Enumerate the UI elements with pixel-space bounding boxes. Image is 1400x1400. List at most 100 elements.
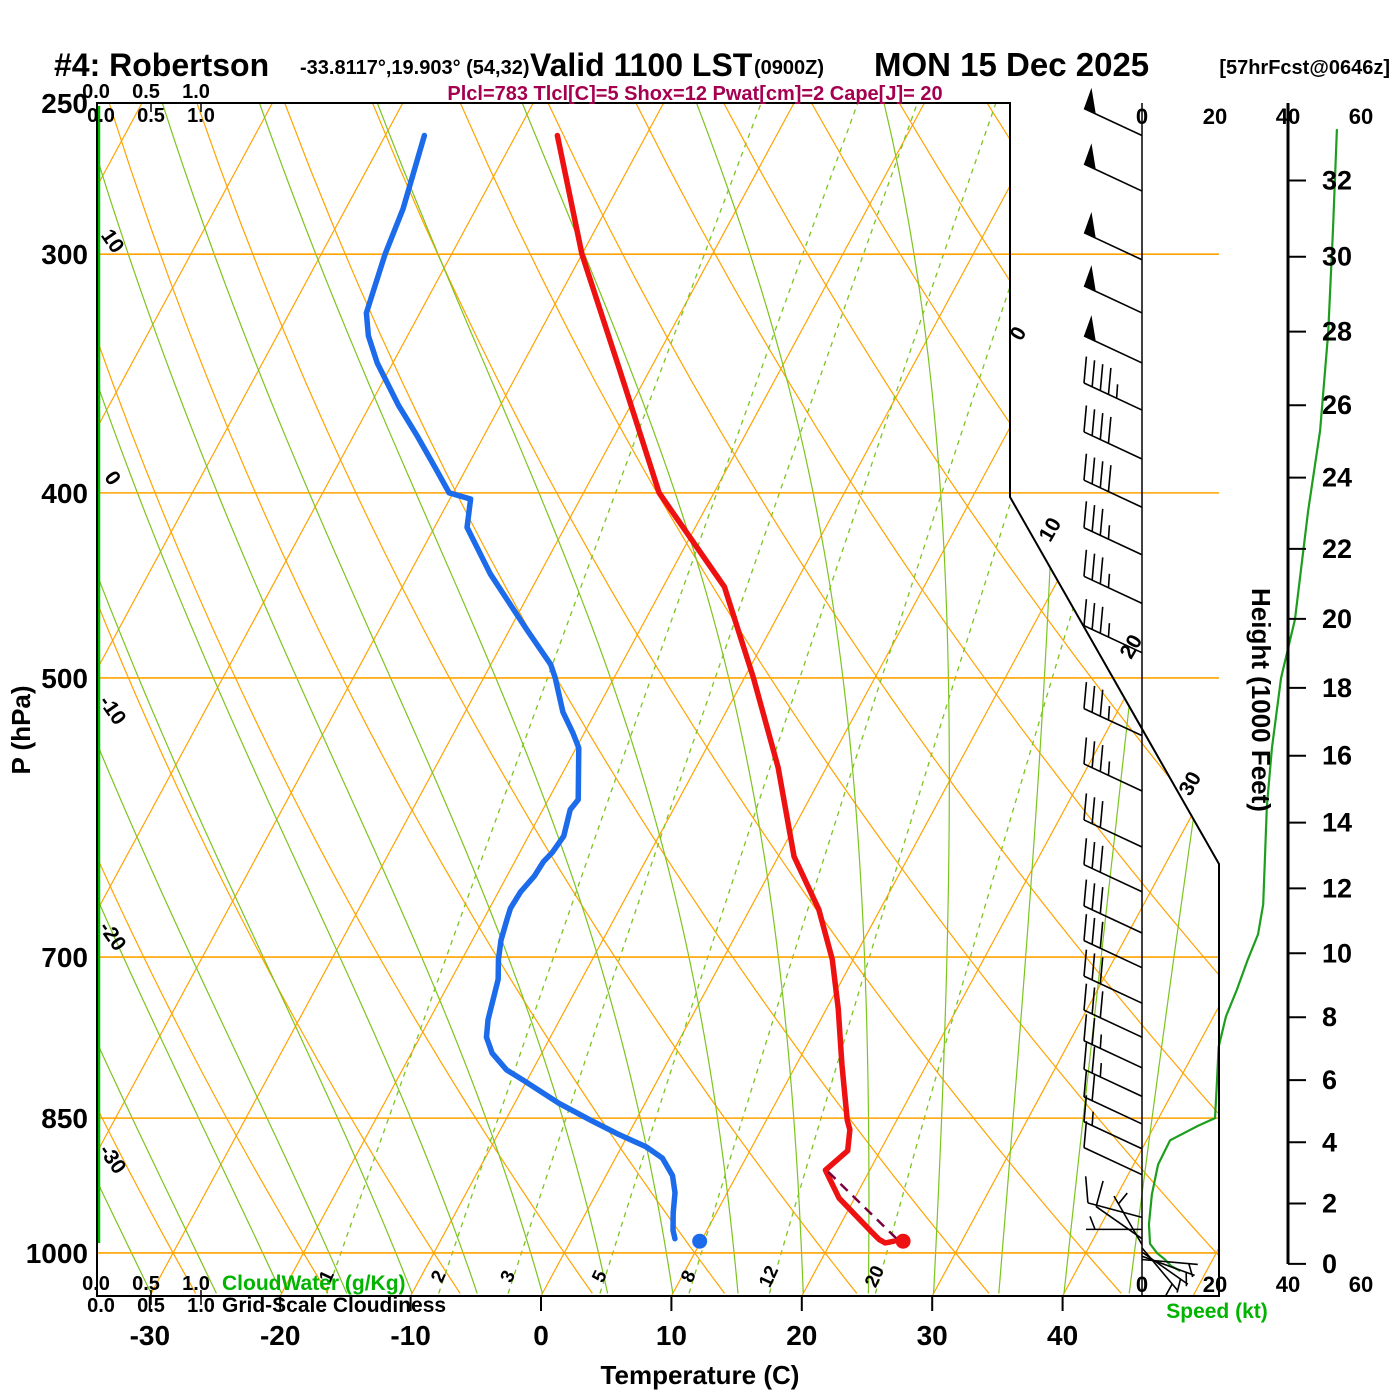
pressure-tick-label: 500 xyxy=(41,663,88,694)
barb-feather xyxy=(1099,887,1104,914)
barb-feather xyxy=(1083,453,1088,481)
moist-adiabat-line xyxy=(97,103,348,1294)
barb-staff xyxy=(1083,107,1143,137)
mixing-ratio-line xyxy=(599,103,997,1294)
cloud-scale-tick-label: 0.0 xyxy=(82,1273,110,1295)
barb-feather xyxy=(1083,1070,1088,1097)
barb-feather xyxy=(1099,991,1104,1018)
wind-barb xyxy=(1083,1042,1143,1098)
plot-border xyxy=(96,102,1220,1297)
barb-pennant xyxy=(1083,211,1096,239)
barb-feather xyxy=(1099,957,1104,984)
barb-feather xyxy=(1083,1095,1088,1122)
wind-barb-column xyxy=(1083,87,1198,1297)
height-axis-label: Height (1000 Feet) xyxy=(1246,588,1276,812)
station-title: #4: Robertson xyxy=(54,47,269,83)
mixing-ratio-label: 12 xyxy=(755,1263,783,1291)
barb-half-feather xyxy=(1115,384,1119,399)
height-tick-label: 4 xyxy=(1322,1127,1337,1157)
height-tick-label: 24 xyxy=(1322,463,1352,493)
barb-half-feather xyxy=(1099,1062,1103,1077)
barb-feather xyxy=(1083,356,1088,384)
wind-barb xyxy=(1095,1180,1143,1240)
valid-date: MON 15 Dec 2025 xyxy=(874,46,1149,83)
adiabat-value-label: 0 xyxy=(100,467,126,490)
barb-staff xyxy=(1083,285,1143,314)
cloud-scale-tick-label: 1.0 xyxy=(187,1295,215,1317)
barb-feather xyxy=(1091,409,1096,436)
barb-half-feather xyxy=(1107,573,1111,588)
barb-feather xyxy=(1099,413,1104,440)
height-tick-label: 28 xyxy=(1322,317,1352,347)
barb-feather xyxy=(1099,557,1104,585)
barb-feather xyxy=(1083,983,1088,1011)
isotherm-line xyxy=(97,103,404,1296)
wind-barb xyxy=(1083,682,1143,737)
barb-staff xyxy=(1083,479,1143,508)
dry-adiabat-line xyxy=(97,103,461,1294)
barb-feather xyxy=(1083,405,1088,433)
barb-half-feather xyxy=(1188,1263,1194,1278)
wind-barb xyxy=(1083,143,1143,192)
clipped-gridlines xyxy=(97,103,1219,1296)
barb-staff xyxy=(1083,905,1143,934)
barb-staff xyxy=(1083,382,1143,411)
wind-barb xyxy=(1083,949,1143,1004)
axis-labels: 1 2 3 5 8 12 20100-10-20-300102030250300400500… xyxy=(26,81,1374,1351)
barb-feather xyxy=(1083,793,1088,821)
barb-pennant xyxy=(1083,265,1096,292)
barb-feather xyxy=(1083,838,1088,865)
barb-feather xyxy=(1091,602,1096,630)
surface-temperature-dot xyxy=(895,1233,911,1249)
height-tick-label: 20 xyxy=(1322,604,1352,634)
barb-feather xyxy=(1099,745,1104,772)
barb-feather xyxy=(1099,801,1104,828)
moist-adiabat-line xyxy=(97,103,283,1294)
pressure-tick-label: 400 xyxy=(41,478,88,509)
isotherm-line xyxy=(97,103,665,1296)
wind-barb xyxy=(1083,453,1143,508)
barb-staff xyxy=(1083,1040,1143,1069)
mixing-ratio-label: 8 xyxy=(677,1267,701,1285)
barb-staff xyxy=(1083,819,1143,848)
barb-pennant xyxy=(1083,87,1096,114)
wind-barb xyxy=(1141,1255,1195,1287)
barb-staff xyxy=(1083,1096,1143,1125)
height-tick-label: 8 xyxy=(1322,1002,1337,1032)
wind-barb xyxy=(1083,405,1143,460)
dry-adiabat-line xyxy=(284,103,990,1294)
height-tick-label: 30 xyxy=(1322,242,1352,272)
wind-barb xyxy=(1083,1121,1143,1176)
isotherm-line xyxy=(1192,103,1219,1296)
barb-feather xyxy=(1095,1180,1104,1207)
speed-tick-label: 0 xyxy=(1136,1272,1148,1297)
barb-feather xyxy=(1107,367,1112,395)
barb-feather xyxy=(1091,841,1096,869)
height-tick-label: 0 xyxy=(1322,1249,1337,1279)
barb-feather xyxy=(1099,364,1104,391)
cloud-scale-tick-label: 0.5 xyxy=(137,105,165,127)
wind-barb xyxy=(1083,356,1143,411)
temperature-tick-label: -10 xyxy=(390,1320,430,1351)
dry-adiabat-line xyxy=(547,103,1219,1294)
cloud-scale-tick-label: 0.5 xyxy=(132,1273,160,1295)
barb-half-feather xyxy=(1089,1216,1096,1230)
barb-feather xyxy=(1083,914,1088,941)
barb-staff xyxy=(1083,1009,1143,1038)
temperature-trace xyxy=(554,132,897,1246)
barb-half-feather xyxy=(1107,525,1111,540)
dry-adiabat-line xyxy=(723,103,1219,1294)
temperature-tick-label: 20 xyxy=(786,1320,817,1351)
params-line: Plcl=783 Tlcl[C]=5 Shox=12 Pwat[cm]=2 Ca… xyxy=(447,83,942,105)
wind-barb xyxy=(1083,599,1143,654)
wind-barb xyxy=(1083,501,1143,556)
mixing-ratio-line xyxy=(326,103,762,1294)
isotherm-line xyxy=(279,103,925,1296)
wind-barb xyxy=(1083,914,1143,969)
wind-barb xyxy=(1083,983,1143,1038)
dry-adiabat-line xyxy=(196,103,858,1294)
moist-adiabat-line xyxy=(998,103,1058,1294)
barb-feather xyxy=(1091,360,1096,387)
height-tick-label: 2 xyxy=(1322,1188,1337,1218)
